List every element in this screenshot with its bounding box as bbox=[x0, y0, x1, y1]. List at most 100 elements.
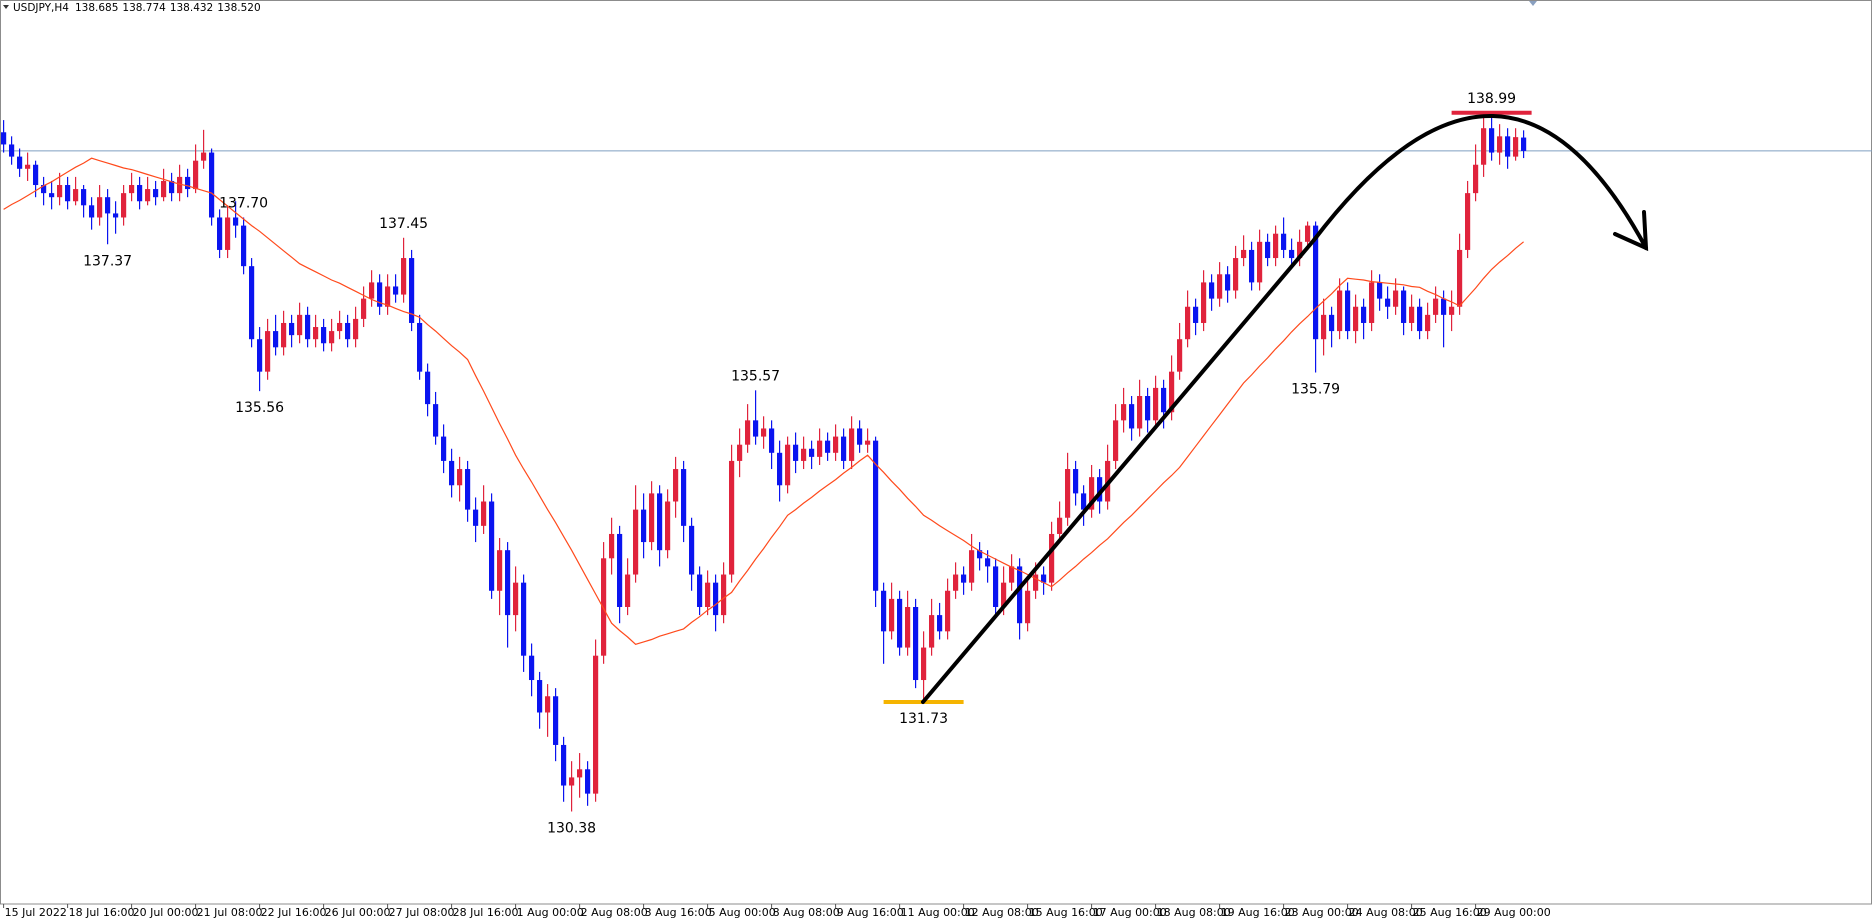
candle-body bbox=[1033, 574, 1039, 591]
candle-body bbox=[201, 152, 207, 161]
candle-body bbox=[1505, 136, 1511, 157]
candle-body bbox=[1297, 241, 1303, 259]
candle-body bbox=[185, 176, 191, 190]
candle-body bbox=[401, 258, 407, 295]
candle-body bbox=[345, 322, 351, 340]
x-tick-label: 22 Jul 16:00 bbox=[261, 906, 327, 919]
candle-body bbox=[1065, 469, 1071, 518]
x-tick-label: 8 Aug 08:00 bbox=[773, 906, 840, 919]
x-tick-label: 18 Aug 08:00 bbox=[1157, 906, 1231, 919]
candle-body bbox=[393, 286, 399, 295]
candle-body bbox=[689, 525, 695, 575]
x-tick-label: 25 Aug 16:00 bbox=[1413, 906, 1487, 919]
candle-body bbox=[305, 314, 311, 340]
candle-body bbox=[1281, 233, 1287, 250]
candle-body bbox=[497, 550, 503, 591]
candle-body bbox=[1337, 290, 1343, 332]
candle-body bbox=[969, 550, 975, 583]
candle-body bbox=[241, 225, 247, 267]
candle-body bbox=[313, 327, 319, 340]
candle-body bbox=[217, 217, 223, 250]
shift-marker bbox=[1529, 1, 1537, 6]
price-annotation: 137.45 bbox=[379, 216, 428, 232]
close-label: 138.520 bbox=[217, 2, 260, 14]
candle-body bbox=[961, 574, 967, 583]
candle-body bbox=[169, 180, 175, 194]
candle-body bbox=[1321, 314, 1327, 340]
candle-body bbox=[1377, 282, 1383, 299]
candle-body bbox=[1345, 290, 1351, 332]
candle-body bbox=[865, 440, 871, 445]
candle-body bbox=[785, 444, 791, 486]
candle-body bbox=[721, 574, 727, 616]
low-label: 138.432 bbox=[170, 2, 213, 14]
x-tick-label: 20 Jul 00:00 bbox=[133, 906, 199, 919]
x-tick-label: 18 Jul 16:00 bbox=[69, 906, 135, 919]
candle-body bbox=[1153, 387, 1159, 421]
candle-body bbox=[73, 189, 79, 202]
candle-body bbox=[609, 533, 615, 559]
x-tick-label: 28 Jul 16:00 bbox=[453, 906, 519, 919]
candle-body bbox=[561, 744, 567, 786]
candle-body bbox=[1201, 282, 1207, 323]
x-tick-label: 5 Aug 00:00 bbox=[709, 906, 776, 919]
candle-body bbox=[153, 189, 159, 198]
price-annotation: 137.37 bbox=[83, 253, 132, 269]
price-annotation: 135.57 bbox=[731, 368, 780, 384]
x-tick-label: 17 Aug 00:00 bbox=[1093, 906, 1167, 919]
candle-body bbox=[145, 189, 151, 202]
x-tick-label: 11 Aug 00:00 bbox=[901, 906, 975, 919]
candle-body bbox=[249, 266, 255, 340]
price-annotation: 137.70 bbox=[219, 195, 268, 211]
candle-body bbox=[809, 448, 815, 457]
candle-body bbox=[441, 436, 447, 461]
candle-body bbox=[993, 566, 999, 607]
candle-body bbox=[105, 197, 111, 214]
candle-body bbox=[1401, 290, 1407, 323]
candle-body bbox=[1097, 477, 1103, 502]
candle-body bbox=[457, 469, 463, 486]
candle-body bbox=[1073, 469, 1079, 494]
candle-body bbox=[1369, 282, 1375, 323]
x-tick-label: 2 Aug 08:00 bbox=[581, 906, 648, 919]
candle-body bbox=[881, 590, 887, 632]
x-tick-label: 1 Aug 00:00 bbox=[517, 906, 584, 919]
candle-body bbox=[649, 493, 655, 543]
x-tick-label: 15 Jul 2022 bbox=[5, 906, 67, 919]
candle-body bbox=[1289, 249, 1295, 259]
candle-body bbox=[1473, 164, 1479, 194]
candle-body bbox=[1489, 128, 1495, 153]
candle-body bbox=[761, 428, 767, 437]
candle-body bbox=[641, 509, 647, 543]
candle-body bbox=[593, 655, 599, 794]
x-tick-label: 29 Aug 00:00 bbox=[1477, 906, 1551, 919]
candle-body bbox=[281, 322, 287, 348]
candle-body bbox=[521, 582, 527, 656]
candle-body bbox=[449, 460, 455, 486]
x-tick-label: 9 Aug 16:00 bbox=[837, 906, 904, 919]
candle-body bbox=[1265, 241, 1271, 259]
candle-body bbox=[1225, 274, 1231, 291]
candle-body bbox=[1177, 339, 1183, 372]
candle-body bbox=[9, 144, 15, 157]
price-annotation: 135.56 bbox=[235, 400, 284, 416]
candle-body bbox=[489, 501, 495, 591]
candle-body bbox=[1041, 574, 1047, 583]
candle-body bbox=[81, 189, 87, 206]
candle-body bbox=[1121, 404, 1127, 421]
candle-body bbox=[1129, 404, 1135, 429]
candle-body bbox=[89, 205, 95, 218]
candle-body bbox=[481, 501, 487, 526]
candle-body bbox=[801, 448, 807, 461]
candle-body bbox=[1521, 137, 1527, 151]
candle-body bbox=[1193, 306, 1199, 323]
candle-body bbox=[1353, 306, 1359, 332]
candle-body bbox=[1081, 493, 1087, 510]
candle-body bbox=[353, 318, 359, 340]
candle-body bbox=[33, 164, 39, 186]
candle-body bbox=[977, 550, 983, 559]
candle-body bbox=[1481, 128, 1487, 165]
